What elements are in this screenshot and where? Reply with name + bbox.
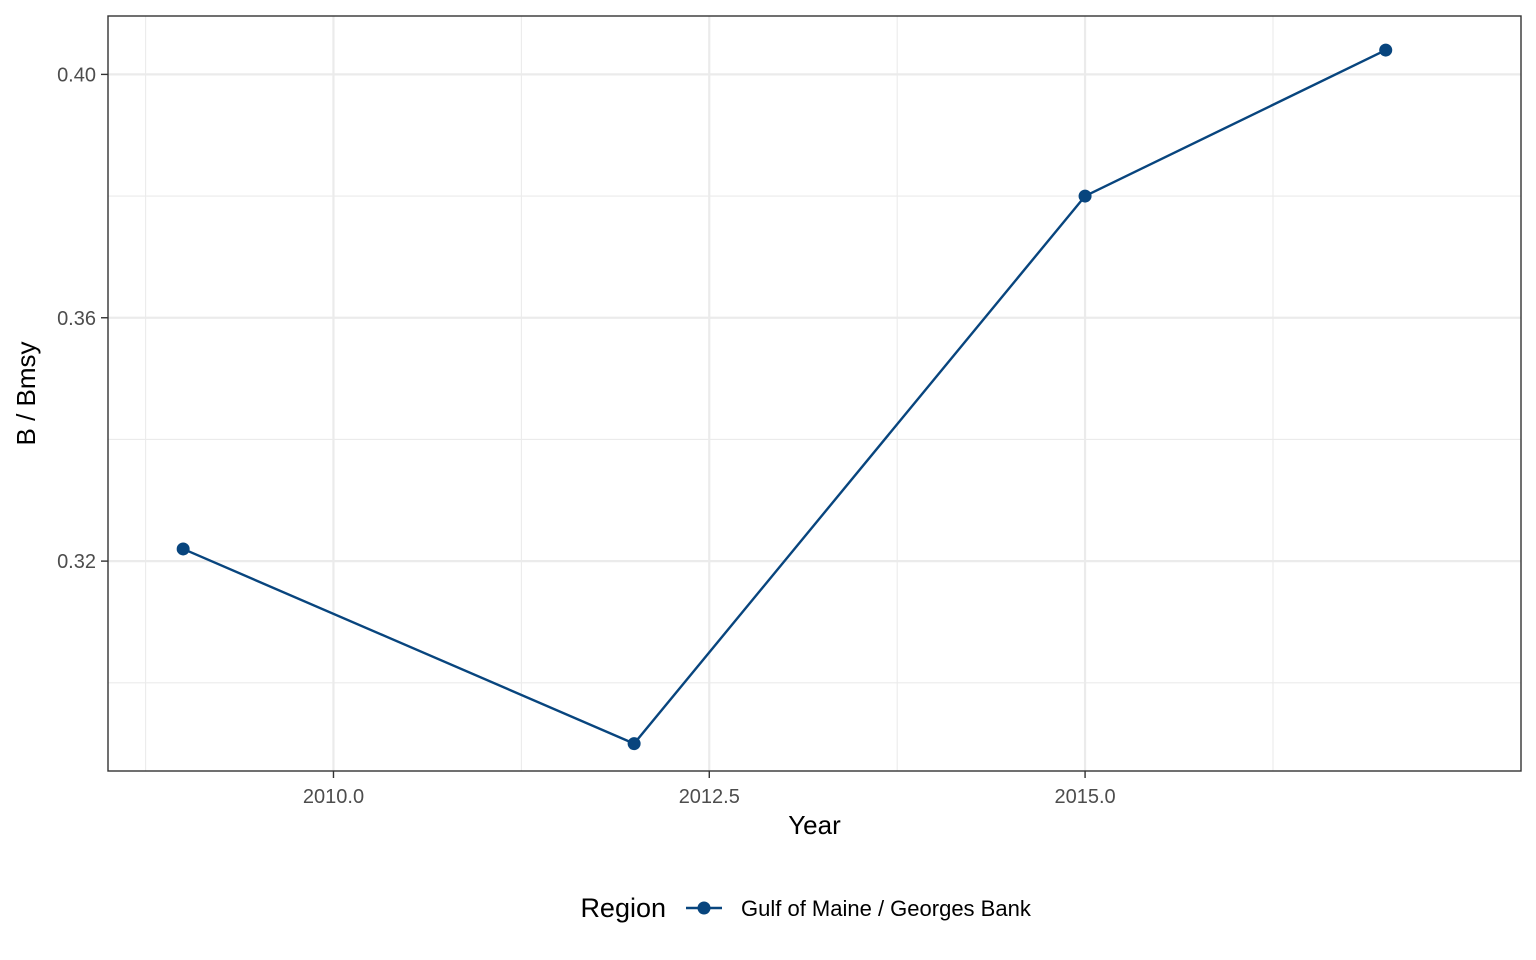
x-axis-title: Year [788, 810, 841, 840]
x-tick-label: 2015.0 [1054, 786, 1115, 808]
series-layer [176, 43, 1393, 751]
legend: Region Gulf of Maine / Georges Bank [580, 893, 1031, 923]
grid-lines [108, 16, 1521, 771]
y-tick-label: 0.40 [57, 64, 96, 86]
y-axis-title: B / Bmsy [11, 341, 41, 445]
data-point [1078, 189, 1092, 203]
data-point [176, 542, 190, 556]
legend-title: Region [580, 893, 666, 923]
plot-panel-border [107, 15, 1522, 772]
axis-ticks: 2010.0 2012.5 2015.0 0.32 0.36 0.40 [57, 64, 1116, 808]
data-point [1379, 43, 1393, 57]
plot-panel-background [108, 16, 1521, 771]
x-tick-label: 2010.0 [303, 786, 364, 808]
legend-key-point [697, 901, 711, 915]
data-point [627, 737, 641, 751]
y-tick-label: 0.36 [57, 308, 96, 330]
x-tick-label: 2012.5 [679, 786, 740, 808]
series-line [182, 48, 1387, 745]
legend-label: Gulf of Maine / Georges Bank [741, 896, 1032, 921]
y-tick-label: 0.32 [57, 551, 96, 573]
